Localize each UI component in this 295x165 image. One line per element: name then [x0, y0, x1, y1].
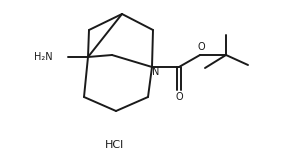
Text: N: N	[152, 67, 160, 77]
Text: O: O	[175, 92, 183, 102]
Text: O: O	[197, 42, 205, 52]
Text: H₂N: H₂N	[35, 52, 53, 62]
Text: HCl: HCl	[105, 140, 124, 150]
